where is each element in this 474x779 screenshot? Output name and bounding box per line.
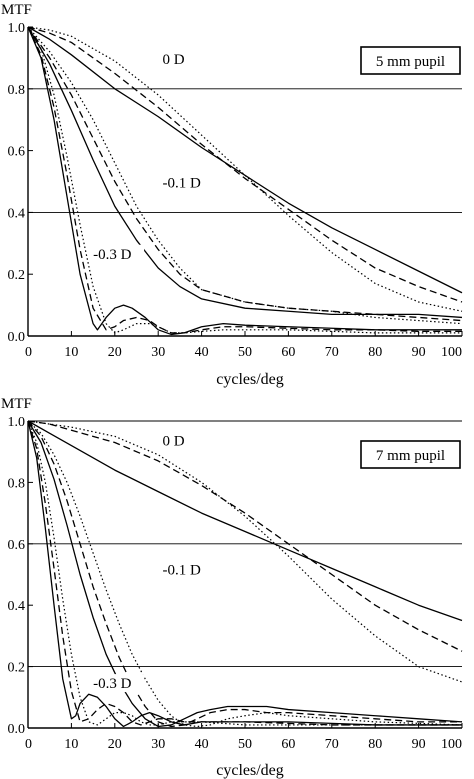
x-tick-label: 0 bbox=[25, 737, 32, 752]
mtf-curve-solid bbox=[27, 420, 463, 622]
x-tick-label: 30 bbox=[151, 345, 165, 360]
mtf-curve-dashed bbox=[27, 26, 462, 334]
y-tick-label: 0.4 bbox=[8, 206, 26, 221]
mtf-curve-dashed bbox=[27, 26, 463, 303]
mtf-curve-solid bbox=[27, 420, 463, 728]
mtf-curve-solid bbox=[27, 26, 463, 319]
y-tick-label: 1.0 bbox=[8, 21, 26, 36]
x-tick-label: 90 bbox=[412, 737, 426, 752]
x-tick-label: 90 bbox=[412, 345, 426, 360]
y-tick-label: 0.8 bbox=[8, 83, 26, 98]
x-tick-label: 70 bbox=[325, 737, 339, 752]
mtf-curve-dashed bbox=[27, 26, 463, 322]
annotation-background bbox=[159, 50, 190, 69]
x-tick-label: 20 bbox=[108, 345, 122, 360]
x-tick-label: 40 bbox=[195, 737, 209, 752]
pupil-label: 5 mm pupil bbox=[376, 54, 445, 70]
pupil-label-box bbox=[360, 440, 461, 469]
annotation-background bbox=[90, 674, 145, 693]
x-tick-label: 0 bbox=[25, 345, 32, 360]
x-tick-label: 100 bbox=[441, 345, 462, 360]
mtf-curve-dotted bbox=[27, 26, 462, 334]
mtf-curve-dashed bbox=[27, 420, 463, 652]
y-tick-label: 0.6 bbox=[8, 145, 26, 160]
x-axis-label: cycles/deg bbox=[216, 762, 284, 779]
defocus-label: 0 D bbox=[163, 52, 185, 68]
x-tick-label: 10 bbox=[64, 345, 78, 360]
mtf-curve-dotted bbox=[27, 26, 463, 325]
defocus-label: -0.1 D bbox=[163, 563, 201, 579]
annotation-background bbox=[159, 431, 190, 450]
x-tick-label: 20 bbox=[108, 737, 122, 752]
annotation-background bbox=[159, 560, 214, 579]
defocus-label: 0 D bbox=[163, 434, 185, 450]
pupil-label: 7 mm pupil bbox=[376, 448, 445, 464]
pupil-label-box bbox=[360, 46, 461, 75]
mtf-curve-dashed bbox=[27, 420, 462, 728]
x-tick-label: 30 bbox=[151, 737, 165, 752]
x-tick-label: 40 bbox=[195, 345, 209, 360]
y-axis-label: MTF bbox=[1, 396, 32, 412]
mtf-curve-dotted bbox=[27, 420, 463, 683]
mtf-curve-dotted bbox=[27, 420, 462, 726]
y-tick-label: 0.0 bbox=[8, 330, 26, 345]
x-tick-label: 50 bbox=[238, 345, 252, 360]
x-axis-label: cycles/deg bbox=[216, 371, 284, 388]
defocus-label: -0.1 D bbox=[163, 176, 201, 192]
x-tick-label: 70 bbox=[325, 345, 339, 360]
y-tick-label: 0.8 bbox=[8, 476, 26, 491]
y-tick-label: 0.6 bbox=[8, 538, 26, 553]
panel-5mm: 0 10 20 30 40 50 60 70 80 90 100 0.0 0.2 0.4 0.6 0.8 1.0… bbox=[1, 2, 463, 388]
mtf-curve-solid bbox=[27, 26, 463, 294]
annotation-background bbox=[159, 173, 214, 192]
mtf-curve-solid bbox=[27, 420, 462, 728]
y-tick-label: 0.2 bbox=[8, 661, 26, 676]
x-tick-label: 60 bbox=[281, 737, 295, 752]
x-tick-label: 60 bbox=[281, 345, 295, 360]
y-axis-label: MTF bbox=[1, 2, 32, 18]
mtf-curve-solid bbox=[27, 26, 462, 336]
x-tick-label: 10 bbox=[64, 737, 78, 752]
x-tick-label: 80 bbox=[368, 345, 382, 360]
panel-7mm: 0 10 20 30 40 50 60 70 80 90 100 0.0 0.2 0.4 0.6 0.8 1.0… bbox=[1, 396, 463, 779]
mtf-curve-dashed bbox=[27, 420, 462, 726]
annotation-background bbox=[90, 244, 145, 263]
mtf-curve-dotted bbox=[27, 26, 463, 312]
defocus-label: -0.3 D bbox=[93, 247, 131, 263]
defocus-label: -0.3 D bbox=[93, 676, 131, 692]
x-tick-label: 100 bbox=[441, 737, 462, 752]
y-tick-label: 1.0 bbox=[8, 415, 26, 430]
y-tick-label: 0.4 bbox=[8, 599, 26, 614]
x-tick-label: 80 bbox=[368, 737, 382, 752]
x-tick-label: 50 bbox=[238, 737, 252, 752]
y-tick-label: 0.2 bbox=[8, 268, 26, 283]
y-tick-label: 0.0 bbox=[8, 722, 26, 737]
